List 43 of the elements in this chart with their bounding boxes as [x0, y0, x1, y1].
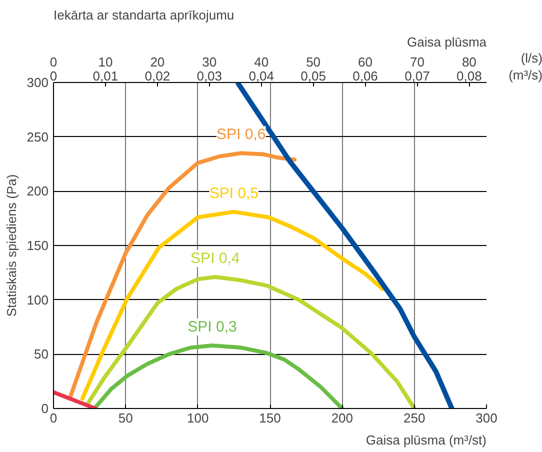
y-tick-label: 250 — [26, 129, 49, 144]
chart-title: Iekārta ar standarta aprīkojumu — [54, 8, 234, 22]
x-axis-title: Gaisa plūsma (m³/st) — [366, 432, 487, 448]
annotation: 0,04 — [248, 68, 274, 84]
x-tick-label: 200 — [331, 410, 354, 426]
annotation: 0,06 — [352, 68, 378, 84]
line-series — [93, 343, 344, 408]
annotation: 0,03 — [196, 68, 222, 84]
series-label: SPI 0,5 — [209, 184, 259, 202]
annotation: 0,07 — [404, 68, 430, 84]
x2-axis-title: Gaisa plūsma — [407, 34, 488, 50]
y-tick-label: 300 — [26, 75, 49, 90]
x2-tick-label: 60 — [358, 54, 372, 70]
line-series — [68, 151, 297, 398]
series-label: SPI 0,6 — [216, 126, 266, 144]
x-tick-label: 250 — [403, 410, 426, 426]
annotation: 0,05 — [300, 68, 326, 84]
x-tick-label: 150 — [259, 410, 281, 426]
x-tick-label: 300 — [476, 410, 498, 426]
x2-tick-label: 10 — [98, 54, 113, 70]
x-tick-label: 100 — [186, 410, 209, 426]
x-tick-label: 50 — [118, 410, 133, 426]
y-tick-label: 150 — [26, 238, 49, 253]
x2-tick-label: 70 — [410, 54, 424, 70]
series-label: SPI 0,3 — [188, 318, 237, 336]
y-tick-label: 100 — [26, 292, 49, 308]
y-tick-label: 200 — [26, 184, 49, 199]
series-label: SPI 0,4 — [190, 250, 240, 268]
y-tick-label: 50 — [34, 346, 49, 362]
line-series — [80, 210, 385, 401]
x2-tick-label: 40 — [254, 54, 269, 70]
y-axis-title: Statiskais spiediens (Pa) — [4, 174, 19, 317]
text: (l/s) — [520, 50, 542, 66]
x2-tick-label: 50 — [306, 54, 321, 70]
annotation: 0,08 — [456, 68, 482, 84]
line-series — [86, 275, 416, 408]
annotation: 0,02 — [144, 68, 170, 84]
x2-tick-label: 20 — [150, 54, 165, 70]
x2-tick-label: 30 — [202, 54, 217, 70]
x2-tick-label: 80 — [462, 54, 476, 70]
text: (m³/s) — [508, 68, 542, 82]
annotation: 0,01 — [92, 68, 118, 84]
y-tick-label: 0 — [41, 401, 49, 416]
